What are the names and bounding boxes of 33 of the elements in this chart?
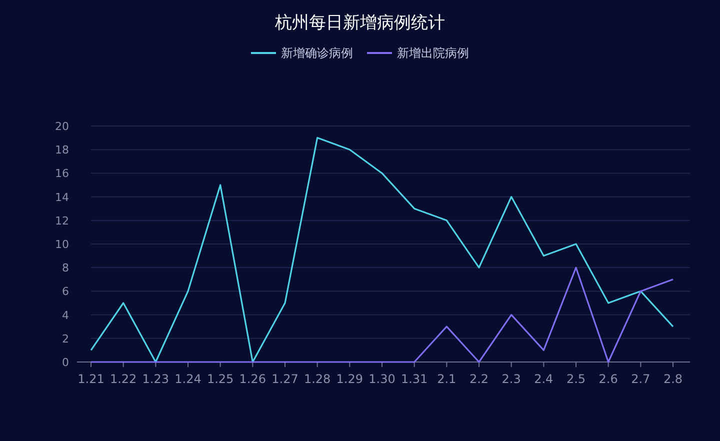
x-tick-label: 2.4	[534, 372, 554, 386]
y-tick-label: 12	[55, 214, 69, 228]
x-tick-label: 2.3	[502, 372, 521, 386]
x-tick-label: 2.2	[469, 372, 489, 386]
x-tick-label: 1.28	[304, 372, 331, 386]
x-tick-label: 1.29	[336, 372, 364, 386]
legend-label: 新增确诊病例	[281, 46, 353, 60]
x-tick-label: 2.5	[566, 372, 586, 386]
x-tick-label: 1.31	[400, 372, 428, 386]
x-tick-label: 1.21	[78, 372, 104, 386]
x-tick-label: 1.22	[110, 372, 137, 386]
y-tick-label: 8	[62, 262, 69, 275]
x-tick-label: 1.23	[142, 372, 170, 386]
x-tick-label: 2.1	[437, 372, 456, 386]
chart-title: 杭州每日新增病例统计	[274, 13, 445, 33]
y-tick-label: 6	[62, 285, 69, 298]
x-tick-label: 1.26	[239, 372, 266, 386]
y-tick-label: 0	[62, 356, 69, 369]
legend-label: 新增出院病例	[397, 46, 469, 60]
x-tick-label: 2.7	[631, 372, 650, 386]
y-tick-label: 20	[55, 120, 69, 133]
x-tick-label: 1.27	[272, 372, 298, 386]
x-tick-label: 1.25	[206, 372, 234, 386]
y-tick-label: 18	[55, 144, 69, 157]
y-tick-label: 10	[55, 238, 69, 251]
x-tick-label: 2.8	[663, 372, 683, 386]
y-tick-label: 14	[55, 190, 69, 204]
y-tick-label: 4	[62, 308, 69, 322]
x-tick-label: 1.24	[174, 372, 202, 386]
x-tick-label: 2.6	[598, 372, 618, 386]
y-tick-label: 16	[55, 167, 69, 180]
y-tick-label: 2	[62, 332, 69, 346]
x-tick-label: 1.30	[368, 372, 396, 386]
